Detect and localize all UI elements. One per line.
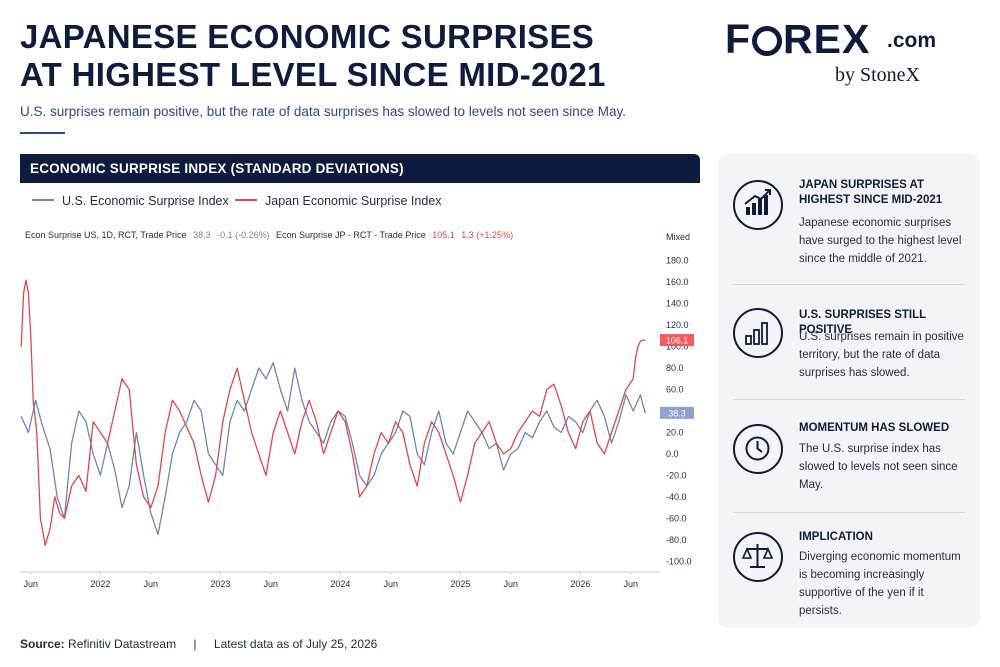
insight-title-implication: IMPLICATION [799,531,873,543]
y-tick-label: 60.0 [666,385,684,395]
legend-item-us: U.S. Economic Surprise Index [32,194,229,208]
info-label-us-change: -0.1 (-0.26%) [217,230,270,240]
footer-separator: | [193,637,197,651]
insights-panel: JAPAN SURPRISES AT HIGHEST SINCE MID-202… [718,154,980,628]
footer-source-label: Source: [20,637,65,651]
y-tick-label: 0.0 [666,449,679,459]
x-tick-label: 2025 [450,579,470,589]
x-tick-label: 2024 [330,579,350,589]
y-tick-label: 120.0 [666,320,689,330]
insight-body-japan: Japanese economic surprises have surged … [799,217,962,265]
x-tick-label: 2022 [90,579,110,589]
insight-title-momentum: MOMENTUM HAS SLOWED [799,422,950,434]
chart-header-title: ECONOMIC SURPRISE INDEX (STANDARD DEVIAT… [30,161,404,176]
y-tick-label: 160.0 [666,277,689,287]
info-label-jp-name: Econ Surprise JP - RCT - Trade Price [276,230,426,240]
page-subtitle: U.S. surprises remain positive, but the … [20,104,627,119]
title-line-2: AT HIGHEST LEVEL SINCE MID-2021 [20,56,606,93]
page-title: JAPANESE ECONOMIC SURPRISES AT HIGHEST L… [20,18,660,94]
legend-label-jp: Japan Economic Surprise Index [265,194,442,208]
footer-latest: Latest data as of July 25, 2026 [213,637,378,651]
footer-source: Refinitiv Datastream [68,637,177,651]
x-tick-label: 2026 [570,579,590,589]
x-tick-label: Jun [384,579,399,589]
title-underline [20,132,65,134]
logo-coin-icon [752,26,783,56]
insight-body-momentum: The U.S. surprise index has slowed to le… [799,443,958,491]
x-tick-label: Jun [504,579,519,589]
chart-header: ECONOMIC SURPRISE INDEX (STANDARD DEVIAT… [20,154,700,183]
info-label-us: Econ Surprise US, 1D, RCT, Trade Price 3… [25,230,270,240]
logo-wordmark: F REX [725,16,871,62]
info-label-us-name: Econ Surprise US, 1D, RCT, Trade Price [25,230,187,240]
y-tick-label: -60.0 [666,513,687,523]
trend-up-chart-icon [733,180,783,230]
legend-label-us: U.S. Economic Surprise Index [62,194,229,208]
footer: Source: Refinitiv Datastream | Latest da… [20,637,377,651]
y-tick-label: 100.0 [666,342,689,352]
y-tick-label: 20.0 [666,427,684,437]
x-tick-label: Jun [624,579,639,589]
last-value-text-jp: 106.1 [666,336,689,346]
last-value-badge-jp [660,334,694,347]
y-tick-label: 180.0 [666,256,689,266]
info-label-jp-change: 1.3 (+1.25%) [461,230,513,240]
card-divider [733,399,965,400]
bar-chart-icon [733,308,783,358]
surprise-index-chart: Econ Surprise US, 1D, RCT, Trade Price 3… [20,230,694,589]
info-label-us-last: 38.3 [193,230,211,240]
series-line-jp [20,279,646,546]
y-tick-label: 140.0 [666,299,689,309]
insight-body-us: U.S. surprises remain in positive territ… [799,331,964,379]
y-tick-label: -100.0 [666,556,692,566]
x-tick-label: Jun [264,579,279,589]
scale-mode-label: Mixed [666,232,690,242]
insight-title-us: U.S. SURPRISES STILL POSITIVE [799,309,926,336]
info-label-jp: Econ Surprise JP - RCT - Trade Price 105… [276,230,513,240]
last-value-text-us: 38.3 [668,408,686,418]
legend-swatch-jp [235,198,257,201]
title-line-1: JAPANESE ECONOMIC SURPRISES [20,18,595,55]
legend-swatch-us [32,198,54,201]
legend-item-jp: Japan Economic Surprise Index [235,194,441,208]
info-label-jp-last: 105.1 [432,230,455,240]
x-tick-label: 2023 [210,579,230,589]
logo-byline: by StoneX [835,64,920,86]
card-divider [733,512,965,513]
insight-body-implication: Diverging economic momentum is becoming … [799,551,961,617]
logo-dotcom: .com [887,29,937,52]
x-tick-label: Jun [144,579,159,589]
clock-icon [733,424,783,474]
y-tick-label: -20.0 [666,470,687,480]
y-tick-label: 80.0 [666,363,684,373]
y-tick-label: -80.0 [666,535,687,545]
series-line-us [20,362,646,536]
insight-title-japan: JAPAN SURPRISES AT HIGHEST SINCE MID-202… [799,179,943,206]
last-value-badge-us [660,406,694,419]
plot-layer: 180.0160.0140.0120.0100.080.060.040.020.… [20,256,694,589]
y-tick-label: -40.0 [666,492,687,502]
scales-icon [733,532,783,582]
card-divider [733,284,965,285]
x-tick-label: Jun [24,579,39,589]
forex-logo: F REX .com by StoneX [725,16,955,96]
